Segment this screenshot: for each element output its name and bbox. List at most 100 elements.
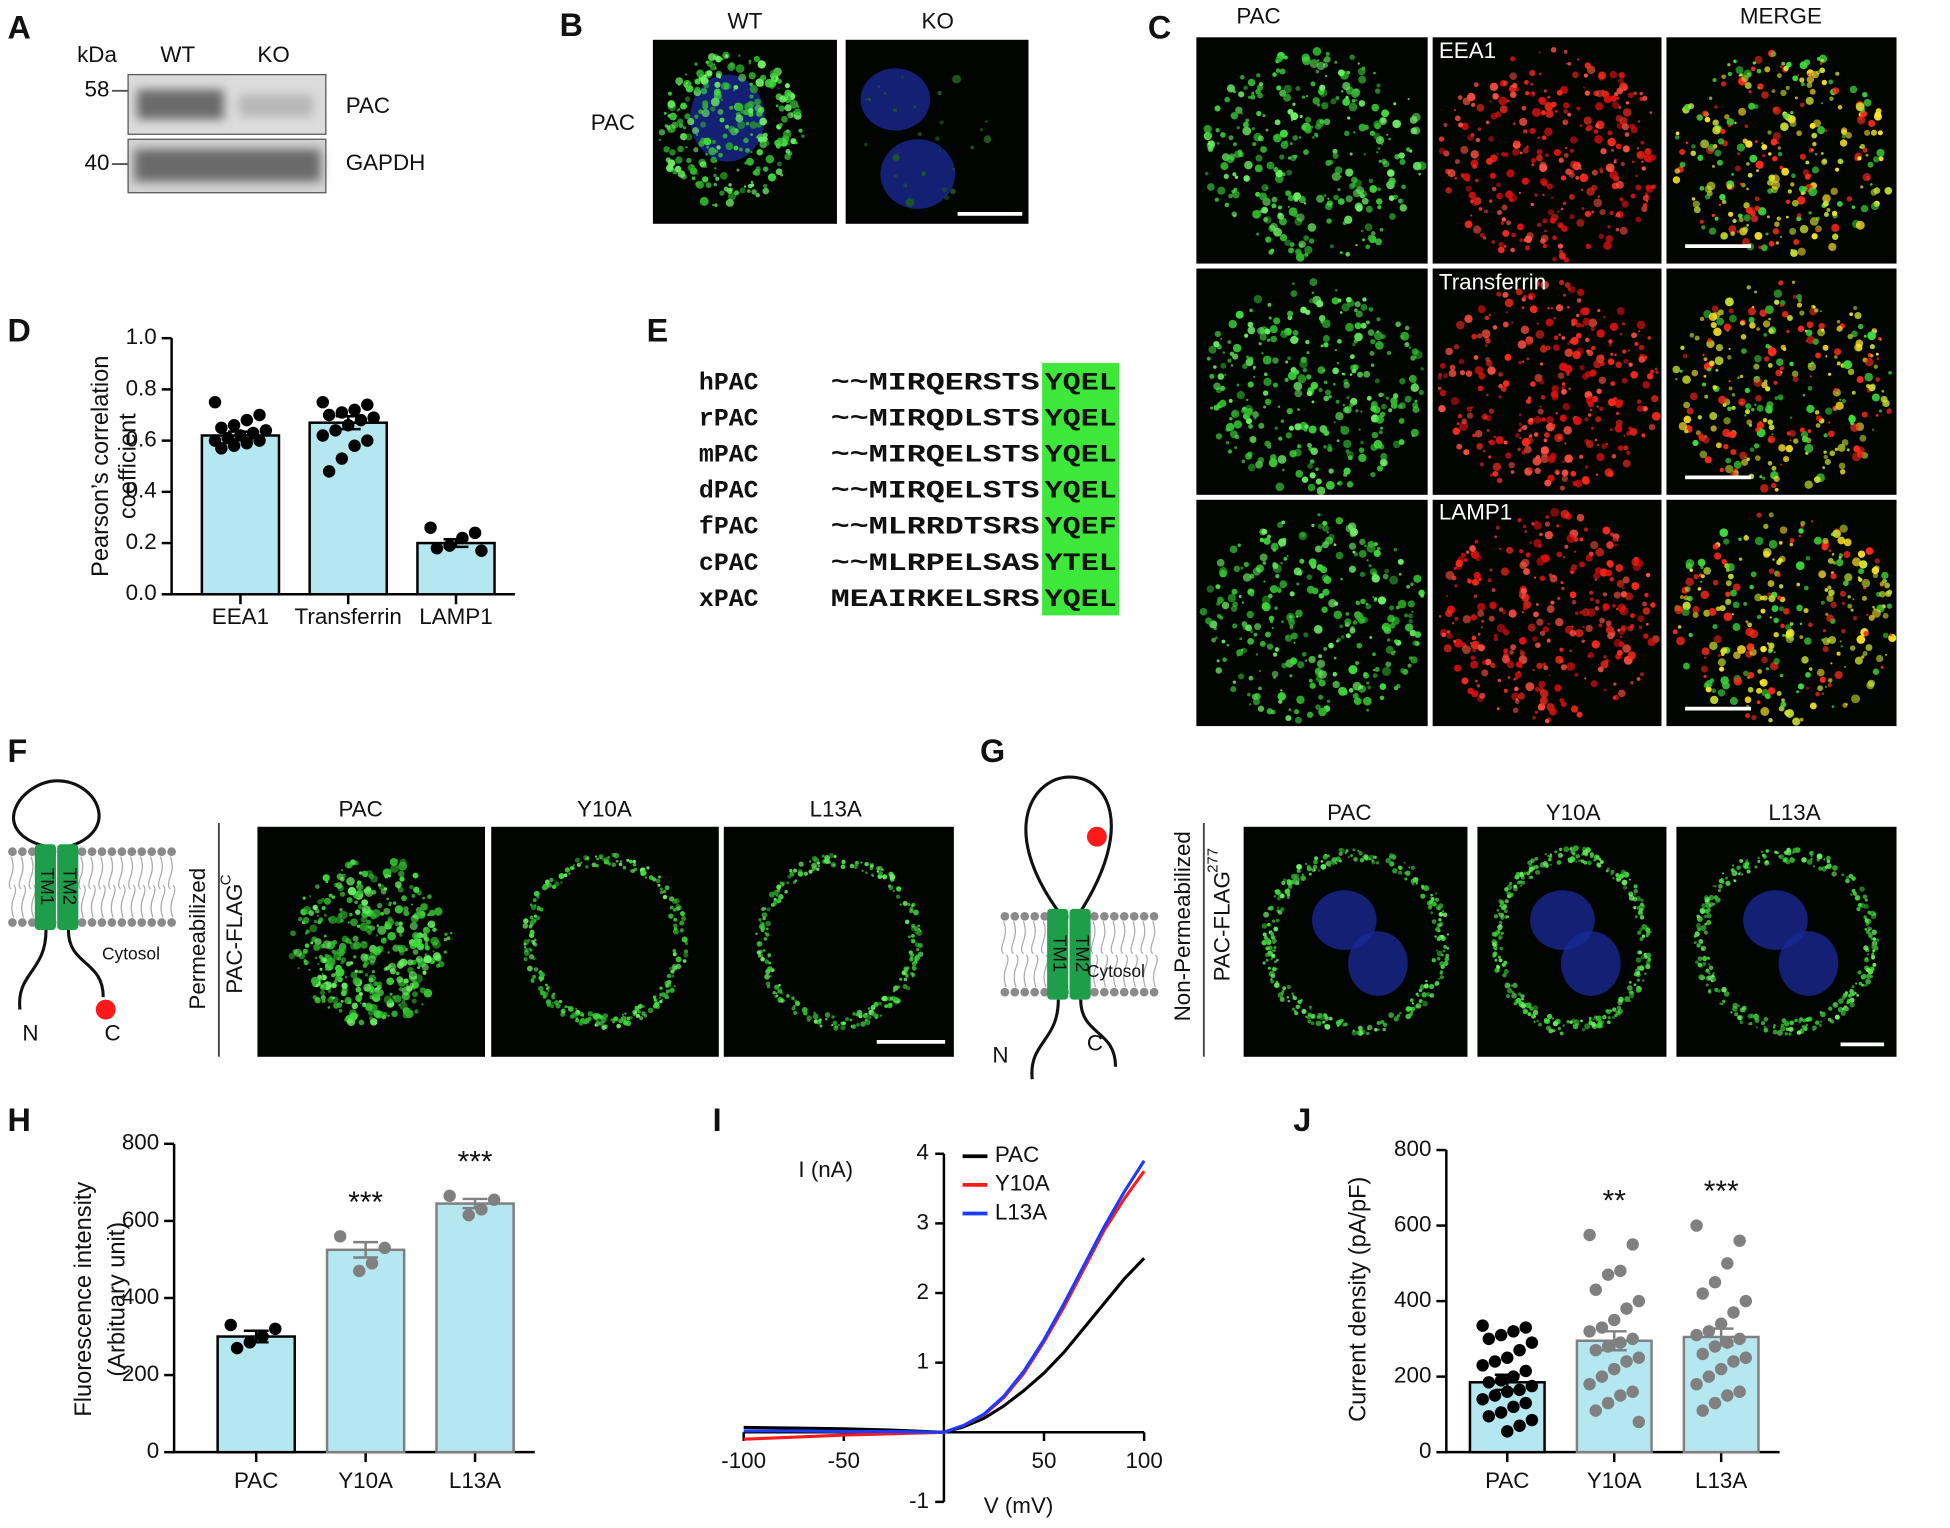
speckle bbox=[689, 167, 698, 175]
speckle bbox=[1546, 183, 1554, 190]
speckle bbox=[680, 911, 686, 917]
speckle bbox=[321, 999, 326, 1004]
speckle bbox=[1681, 607, 1690, 617]
speckle bbox=[1421, 992, 1427, 998]
speckle bbox=[1272, 949, 1275, 952]
speckle bbox=[1757, 669, 1763, 674]
speckle bbox=[1536, 618, 1544, 626]
speckle bbox=[1805, 1017, 1810, 1022]
speckle bbox=[1463, 449, 1470, 456]
speckle bbox=[352, 935, 359, 942]
speckle bbox=[1831, 553, 1835, 556]
speckle bbox=[834, 1025, 838, 1029]
speckle bbox=[1506, 891, 1511, 896]
speckle bbox=[1882, 632, 1889, 639]
speckle bbox=[622, 865, 627, 870]
speckle bbox=[1385, 661, 1392, 668]
speckle bbox=[1538, 97, 1547, 106]
speckle bbox=[695, 181, 701, 187]
speckle bbox=[1323, 429, 1330, 436]
speckle bbox=[1794, 96, 1798, 100]
speckle bbox=[713, 182, 717, 187]
speckle bbox=[1408, 866, 1411, 869]
nucleus bbox=[880, 139, 956, 209]
speckle bbox=[711, 139, 716, 145]
speckle bbox=[1695, 923, 1701, 929]
speckle bbox=[1857, 970, 1862, 975]
speckle bbox=[1412, 161, 1422, 171]
speckle bbox=[575, 1007, 578, 1011]
speckle bbox=[779, 881, 783, 885]
speckle bbox=[383, 907, 391, 915]
speckle bbox=[397, 886, 404, 893]
speckle bbox=[359, 1001, 362, 1005]
speckle bbox=[1833, 388, 1838, 392]
speckle bbox=[1728, 386, 1733, 391]
speckle bbox=[1525, 245, 1531, 251]
speckle bbox=[798, 861, 804, 867]
speckle bbox=[1624, 132, 1630, 137]
speckle bbox=[1859, 560, 1868, 569]
speckle bbox=[648, 875, 654, 880]
speckle bbox=[536, 905, 541, 910]
speckle bbox=[1532, 1009, 1539, 1016]
speckle bbox=[1773, 617, 1779, 624]
speckle bbox=[1438, 372, 1443, 377]
speckle bbox=[917, 131, 923, 137]
speckle bbox=[1309, 472, 1316, 479]
speckle bbox=[1635, 957, 1642, 963]
speckle bbox=[1371, 859, 1375, 863]
speckle bbox=[1863, 334, 1867, 338]
speckle bbox=[1275, 482, 1285, 492]
speckle bbox=[1708, 972, 1711, 975]
speckle bbox=[1348, 102, 1358, 112]
speckle bbox=[1651, 395, 1659, 403]
speckle bbox=[1319, 119, 1325, 124]
speckle bbox=[1319, 84, 1326, 91]
speckle bbox=[1776, 691, 1782, 697]
speckle bbox=[1288, 618, 1296, 626]
speckle bbox=[793, 108, 802, 116]
speckle bbox=[1645, 934, 1649, 938]
speckle bbox=[1340, 425, 1350, 435]
speckle bbox=[1491, 186, 1497, 192]
speckle bbox=[1771, 482, 1777, 489]
speckle bbox=[1408, 346, 1412, 349]
speckle bbox=[1476, 104, 1485, 112]
speckle bbox=[1731, 613, 1734, 616]
speckle bbox=[1410, 582, 1414, 587]
speckle bbox=[1286, 985, 1291, 990]
speckle bbox=[1408, 374, 1417, 383]
speckle bbox=[1359, 571, 1366, 578]
speckle bbox=[1520, 994, 1525, 999]
speckle bbox=[1856, 993, 1860, 997]
speckle bbox=[824, 1017, 828, 1021]
speckle bbox=[356, 924, 361, 928]
speckle bbox=[1832, 529, 1841, 538]
speckle bbox=[1321, 102, 1329, 110]
speckle bbox=[1612, 1007, 1617, 1012]
speckle bbox=[1746, 643, 1755, 652]
speckle bbox=[1756, 421, 1765, 430]
speckle bbox=[1827, 558, 1834, 564]
speckle bbox=[1700, 574, 1705, 579]
speckle bbox=[432, 927, 437, 932]
speckle bbox=[1851, 694, 1861, 704]
speckle bbox=[1374, 378, 1380, 384]
speckle bbox=[1806, 404, 1815, 413]
speckle bbox=[1756, 700, 1761, 705]
speckle bbox=[1286, 554, 1289, 557]
speckle bbox=[1286, 879, 1293, 886]
speckle bbox=[784, 83, 791, 89]
speckle bbox=[1818, 1024, 1822, 1027]
speckle bbox=[1248, 675, 1254, 681]
speckle bbox=[1720, 81, 1727, 87]
speckle bbox=[338, 1009, 343, 1013]
speckle bbox=[1591, 169, 1598, 176]
speckle bbox=[1830, 573, 1837, 580]
speckle bbox=[1835, 167, 1840, 172]
speckle bbox=[1563, 426, 1572, 435]
speckle bbox=[372, 946, 382, 956]
speckle bbox=[707, 53, 716, 62]
speckle bbox=[1588, 1016, 1592, 1020]
